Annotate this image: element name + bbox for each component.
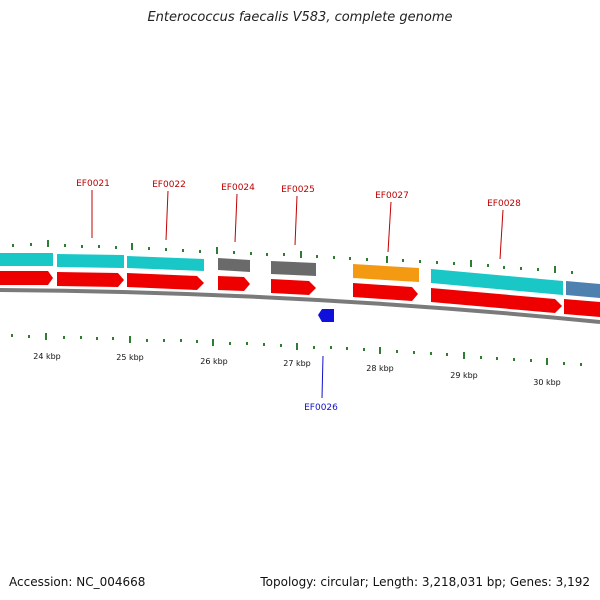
genome-summary-text: Topology: circular; Length: 3,218,031 bp…	[260, 575, 590, 589]
forward-strand-track	[0, 271, 600, 317]
gene-label[interactable]: EF0025	[281, 185, 315, 195]
genome-backbone	[0, 288, 600, 324]
gene-label[interactable]: EF0021	[76, 179, 110, 189]
gene-grey-ef0024[interactable]	[218, 258, 250, 272]
scale-label: 25 kbp	[116, 353, 144, 362]
label-leaders	[91, 190, 504, 399]
lower-tick-row	[11, 333, 582, 366]
gene-cyan-ef0021[interactable]	[57, 254, 124, 268]
gene-label[interactable]: EF0026	[304, 403, 338, 413]
gene-grey-ef0025[interactable]	[271, 261, 316, 276]
scale-label-group: 24 kbp 25 kbp 26 kbp 27 kbp 28 kbp 29 kb…	[33, 352, 561, 387]
cds-arrow-ef0024[interactable]	[218, 276, 250, 291]
cds-arrow-ef0022[interactable]	[127, 273, 204, 290]
gene-orange-ef0027[interactable]	[353, 264, 419, 282]
cds-arrow-ef0026[interactable]	[318, 309, 334, 322]
gene-label[interactable]: EF0027	[375, 191, 409, 201]
cds-arrow-1[interactable]	[0, 271, 53, 285]
scale-label: 29 kbp	[450, 371, 478, 380]
cds-arrow-ef0025[interactable]	[271, 279, 316, 295]
scale-label: 24 kbp	[33, 352, 61, 361]
gene-cyan-ef0028[interactable]	[431, 269, 563, 295]
gene-label[interactable]: EF0028	[487, 199, 521, 209]
accession-text: Accession: NC_004668	[9, 575, 146, 589]
gene-label-group: EF0021 EF0022 EF0024 EF0025 EF0027 EF002…	[76, 179, 521, 413]
gene-label[interactable]: EF0024	[221, 183, 255, 193]
map-title: Enterococcus faecalis V583, complete gen…	[147, 10, 453, 25]
cds-arrow-ef0028[interactable]	[431, 288, 562, 313]
cds-arrow-next[interactable]	[564, 299, 600, 317]
gene-label[interactable]: EF0022	[152, 180, 186, 190]
scale-label: 30 kbp	[533, 378, 561, 387]
gene-cyan-1[interactable]	[0, 253, 53, 266]
upper-tick-row	[12, 240, 573, 274]
scale-label: 28 kbp	[366, 364, 394, 373]
gene-cyan-ef0022[interactable]	[127, 256, 204, 271]
forward-top-track	[0, 253, 600, 298]
gene-steel-next[interactable]	[566, 281, 600, 298]
cds-arrow-ef0021[interactable]	[57, 272, 124, 287]
scale-label: 27 kbp	[283, 359, 311, 368]
scale-label: 26 kbp	[200, 357, 228, 366]
cds-arrow-ef0027[interactable]	[353, 283, 418, 301]
